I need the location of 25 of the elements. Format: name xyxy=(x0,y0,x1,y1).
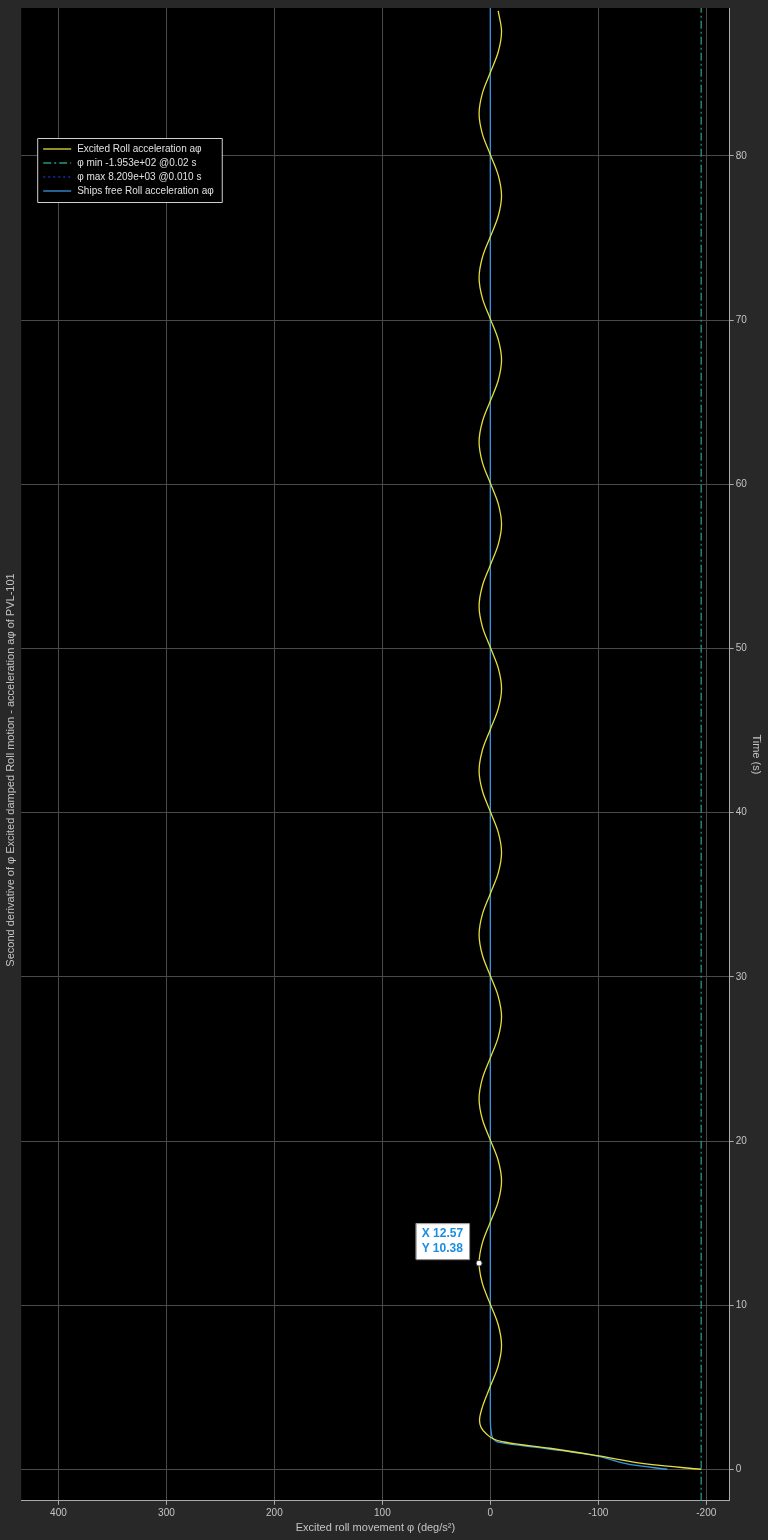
legend-label: φ min -1.953e+02 @0.02 s xyxy=(77,156,197,168)
x-axis-title: Excited roll movement φ (deg/s²) xyxy=(295,1521,456,1534)
x-tick-label: 0 xyxy=(487,1506,494,1518)
y-tick-label: 20 xyxy=(735,1134,748,1146)
line-series xyxy=(489,8,669,1470)
legend-label: Excited Roll acceleration aφ xyxy=(77,142,203,154)
y-tick-label: 50 xyxy=(735,642,748,654)
legend-label: Ships free Roll acceleration aφ xyxy=(77,184,215,196)
y-tick-label: 80 xyxy=(735,149,748,161)
y-axis-title: Time (s) xyxy=(751,734,764,775)
y-tick-label: 70 xyxy=(735,313,748,325)
x-tick-label: 400 xyxy=(50,1506,68,1518)
legend-label: φ max 8.209e+03 @0.010 s xyxy=(77,170,202,182)
y-tick-label: 0 xyxy=(735,1463,742,1475)
y-tick-label: 30 xyxy=(735,970,748,982)
y-tick-label: 40 xyxy=(735,806,748,818)
annotation: X 12.57 Y 10.38 xyxy=(421,1225,464,1255)
text: Second derivative of φ Excited damped Roll motion - acceleration aφ of PVL-101 xyxy=(3,573,16,967)
x-tick-label: -100 xyxy=(588,1506,609,1518)
y-tick-label: 60 xyxy=(735,478,748,489)
x-tick-label: 300 xyxy=(158,1506,176,1518)
x-tick-label: 200 xyxy=(266,1506,284,1518)
y-tick-label: 10 xyxy=(735,1299,748,1311)
x-tick-label: -200 xyxy=(696,1506,717,1518)
x-tick-label: 100 xyxy=(374,1506,392,1518)
